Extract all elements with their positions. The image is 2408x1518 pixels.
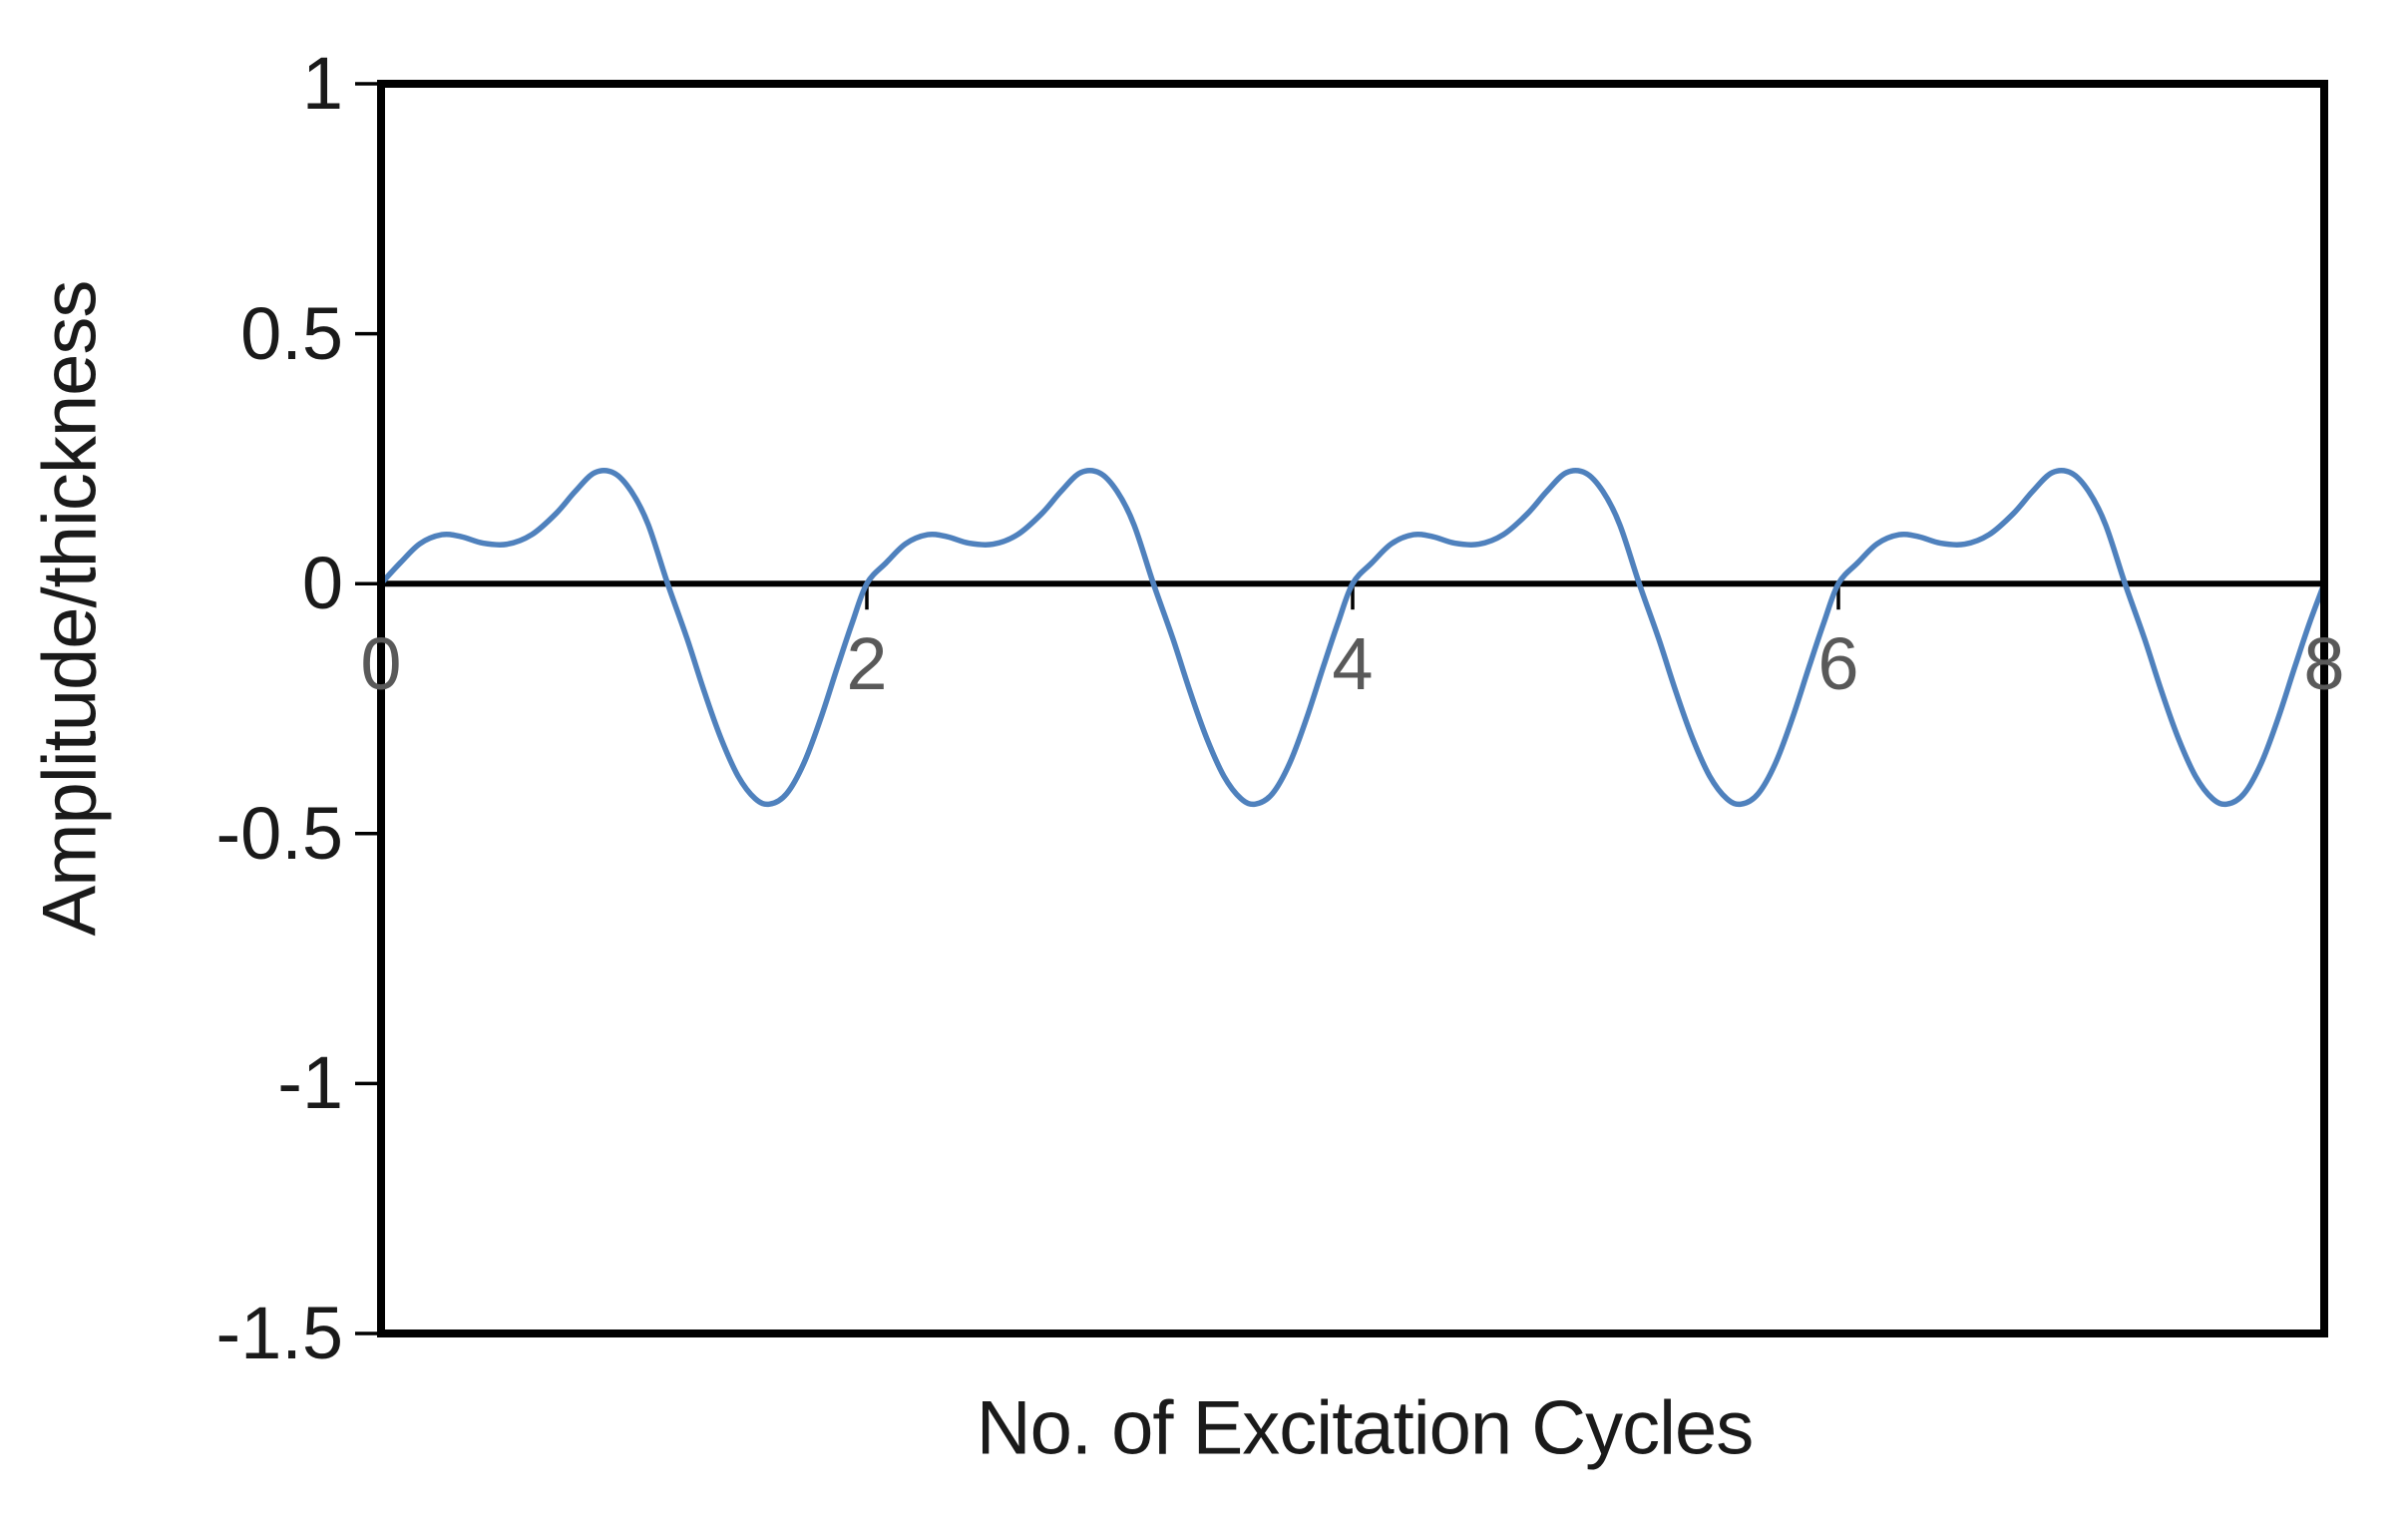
- y-tick-label: -0.5: [215, 791, 343, 875]
- y-axis-title: Amplitude/thickness: [27, 280, 113, 937]
- y-tick-label: -1: [277, 1041, 343, 1125]
- x-tick-label: 4: [1332, 622, 1374, 706]
- y-tick-label: 0.5: [240, 291, 343, 375]
- y-tick-marks: [355, 82, 381, 1335]
- y-tick-label: 0: [301, 542, 343, 625]
- x-tick-label: 2: [846, 622, 888, 706]
- x-tick-label: 6: [1817, 622, 1859, 706]
- y-tick-label: 1: [301, 42, 343, 125]
- waveform-line: [378, 468, 2327, 808]
- x-tick-label: 0: [360, 622, 402, 706]
- y-tick-label: -1.5: [215, 1292, 343, 1374]
- plot-border: [377, 80, 2328, 1337]
- x-axis-title: No. of Excitation Cycles: [976, 1385, 1755, 1471]
- x-tick-label: 8: [2303, 622, 2345, 706]
